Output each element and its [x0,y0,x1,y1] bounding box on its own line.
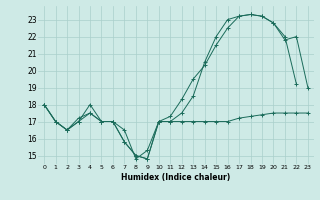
X-axis label: Humidex (Indice chaleur): Humidex (Indice chaleur) [121,173,231,182]
